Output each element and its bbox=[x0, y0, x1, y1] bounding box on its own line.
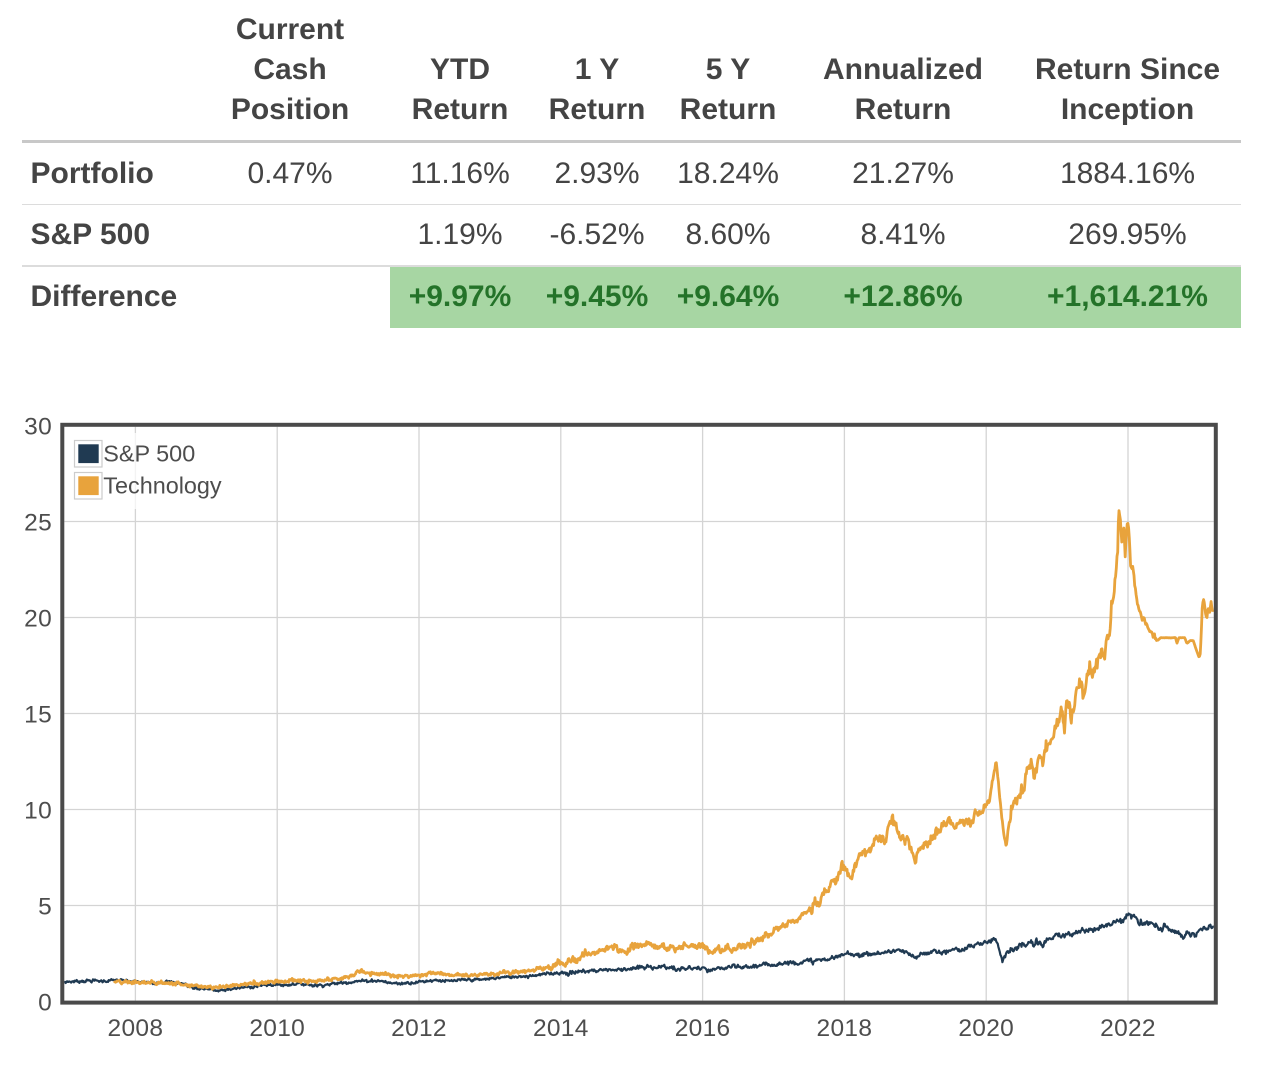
svg-text:30: 30 bbox=[24, 414, 52, 441]
svg-text:2012: 2012 bbox=[391, 1015, 447, 1042]
svg-text:10: 10 bbox=[24, 798, 52, 825]
svg-text:2010: 2010 bbox=[249, 1015, 305, 1042]
svg-text:15: 15 bbox=[24, 702, 52, 729]
svg-text:5: 5 bbox=[38, 894, 52, 921]
svg-text:20: 20 bbox=[24, 606, 52, 633]
svg-text:2020: 2020 bbox=[958, 1015, 1014, 1042]
svg-text:25: 25 bbox=[24, 510, 52, 537]
svg-text:2014: 2014 bbox=[533, 1015, 589, 1042]
svg-text:0: 0 bbox=[38, 990, 52, 1017]
svg-text:2022: 2022 bbox=[1100, 1015, 1156, 1042]
svg-text:Technology: Technology bbox=[103, 473, 222, 499]
svg-text:2018: 2018 bbox=[817, 1015, 873, 1042]
svg-text:2008: 2008 bbox=[108, 1015, 164, 1042]
svg-text:2016: 2016 bbox=[675, 1015, 731, 1042]
svg-text:S&P 500: S&P 500 bbox=[103, 441, 195, 467]
